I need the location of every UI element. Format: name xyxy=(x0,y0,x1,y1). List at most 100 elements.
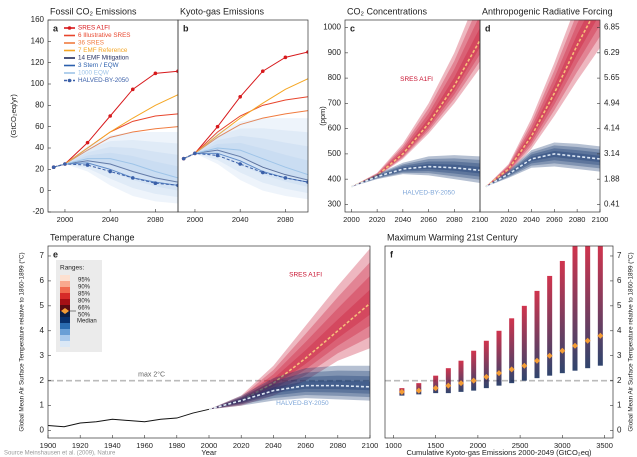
panel-letter: e xyxy=(53,249,58,259)
range-bar xyxy=(572,246,578,371)
legend-label: SRES A1FI xyxy=(78,25,110,32)
x-axis-label: Year xyxy=(201,448,217,457)
ranges-label: 80% xyxy=(78,299,91,305)
y-tick-label: 5 xyxy=(40,301,45,310)
panel-title: Fossil CO₂ Emissions xyxy=(50,6,137,16)
uncertainty-band xyxy=(183,142,308,181)
y-tick-label: 0.41 xyxy=(604,200,620,209)
y-tick-label: 40 xyxy=(35,143,44,152)
y-tick-label: 80 xyxy=(35,100,44,109)
x-tick-label: 2100 xyxy=(592,215,609,224)
x-tick-label: 3500 xyxy=(596,441,613,450)
y-tick-label: 800 xyxy=(328,73,342,82)
panel-title: Anthropogenic Radiative Forcing xyxy=(482,6,613,16)
range-bar xyxy=(509,318,515,384)
uncertainty-band xyxy=(209,375,370,410)
uncertainty-band xyxy=(53,132,178,204)
median-marker xyxy=(445,382,452,389)
ranges-swatch xyxy=(60,299,70,305)
uncertainty-band xyxy=(485,20,600,187)
x-tick-label: 2080 xyxy=(329,441,346,450)
ranges-swatch xyxy=(60,275,70,281)
median-label: Median xyxy=(77,319,97,325)
y-tick-label: 7 xyxy=(617,251,622,260)
plot-frame xyxy=(384,245,614,439)
y-tick-label: 1000 xyxy=(323,23,341,32)
series-marker xyxy=(153,181,158,185)
threshold-label: max 2°C xyxy=(138,370,165,378)
range-bar xyxy=(483,340,489,389)
ranges-swatch xyxy=(60,329,70,335)
x-tick-label: 1940 xyxy=(104,441,121,450)
uncertainty-band xyxy=(351,161,480,187)
uncertainty-band xyxy=(183,128,308,194)
uncertainty-band xyxy=(351,164,480,187)
uncertainty-band xyxy=(485,20,600,187)
y-tick-label: 300 xyxy=(328,200,342,209)
series-marker xyxy=(181,156,186,161)
uncertainty-band xyxy=(485,148,600,187)
range-bar xyxy=(496,330,502,386)
median-marker xyxy=(508,366,515,373)
legend-label: 36 SRES xyxy=(78,40,104,47)
x-tick-label: 2040 xyxy=(102,215,119,224)
uncertainty-band xyxy=(209,370,370,410)
x-tick-label: 1900 xyxy=(40,441,57,450)
series-line xyxy=(208,384,370,411)
legend-label: 14 EMF Mitigation xyxy=(78,55,129,62)
median-marker xyxy=(61,308,69,314)
y-tick-label: 4.94 xyxy=(604,98,620,107)
range-bar xyxy=(597,246,603,366)
median-marker xyxy=(483,373,490,380)
x-tick-label: 2040 xyxy=(265,441,282,450)
range-bar xyxy=(534,290,540,379)
uncertainty-band xyxy=(53,146,178,191)
ranges-swatch xyxy=(60,335,70,341)
median-marker xyxy=(432,385,439,392)
panel-title: Kyoto-gas Emissions xyxy=(180,6,265,16)
y-tick-label: 2 xyxy=(40,376,45,385)
legend-label: 7 EMF Reference xyxy=(78,47,128,54)
y-tick-label: 7 xyxy=(40,251,45,260)
x-tick-label: 2000 xyxy=(57,215,74,224)
y-tick-label: 1.88 xyxy=(604,174,620,183)
median-marker xyxy=(496,370,502,377)
uncertainty-band xyxy=(53,140,178,198)
panel-letter: b xyxy=(183,23,189,33)
ranges-label: 95% xyxy=(78,278,91,284)
x-tick-label: 2080 xyxy=(277,215,294,224)
legend-marker xyxy=(67,26,72,30)
uncertainty-band xyxy=(351,155,480,187)
panel-letter: f xyxy=(390,249,394,259)
plot-frame xyxy=(177,19,309,213)
uncertainty-band xyxy=(183,118,308,200)
y-tick-label: 700 xyxy=(328,98,342,107)
series-marker xyxy=(306,50,308,54)
uncertainty-band xyxy=(485,151,600,187)
series-marker xyxy=(260,69,265,73)
uncertainty-band xyxy=(485,145,600,187)
y-tick-label: 600 xyxy=(328,124,342,133)
series-label: SRES A1FI xyxy=(400,76,433,83)
series-marker xyxy=(51,165,56,169)
x-tick-label: 2040 xyxy=(523,215,540,224)
x-tick-label: 2020 xyxy=(369,215,386,224)
ranges-swatch xyxy=(60,293,70,299)
ranges-swatch xyxy=(60,323,70,329)
median-marker xyxy=(572,342,578,349)
uncertainty-band xyxy=(351,158,480,187)
panel-letter: c xyxy=(350,23,355,33)
y-tick-label: 500 xyxy=(328,149,342,158)
source-note: Source Meinshausen et al. (2009), Nature xyxy=(4,451,116,457)
uncertainty-band xyxy=(485,20,600,187)
y-tick-label: 20 xyxy=(35,164,44,173)
median-marker xyxy=(470,377,477,384)
y-tick-label: 6 xyxy=(617,276,622,285)
x-axis-label: Cumulative Kyoto-gas Emissions 2000-2049… xyxy=(406,448,592,457)
series-marker xyxy=(283,55,288,60)
series-label: HALVED-BY-2050 xyxy=(403,190,456,197)
range-bar xyxy=(547,275,553,376)
y-tick-label: 1 xyxy=(617,401,622,410)
y-tick-label: 100 xyxy=(31,79,45,88)
